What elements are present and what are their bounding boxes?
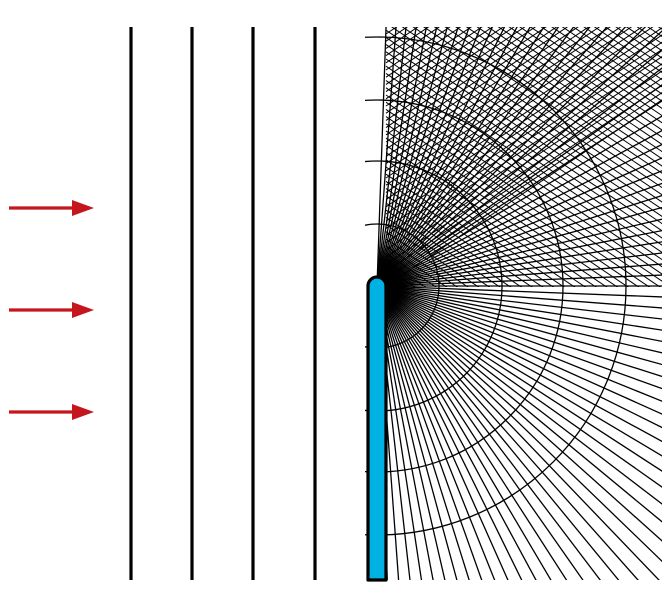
wave-diffraction-diagram [0,0,662,604]
diagram-svg [0,0,662,604]
barrier [368,277,386,580]
